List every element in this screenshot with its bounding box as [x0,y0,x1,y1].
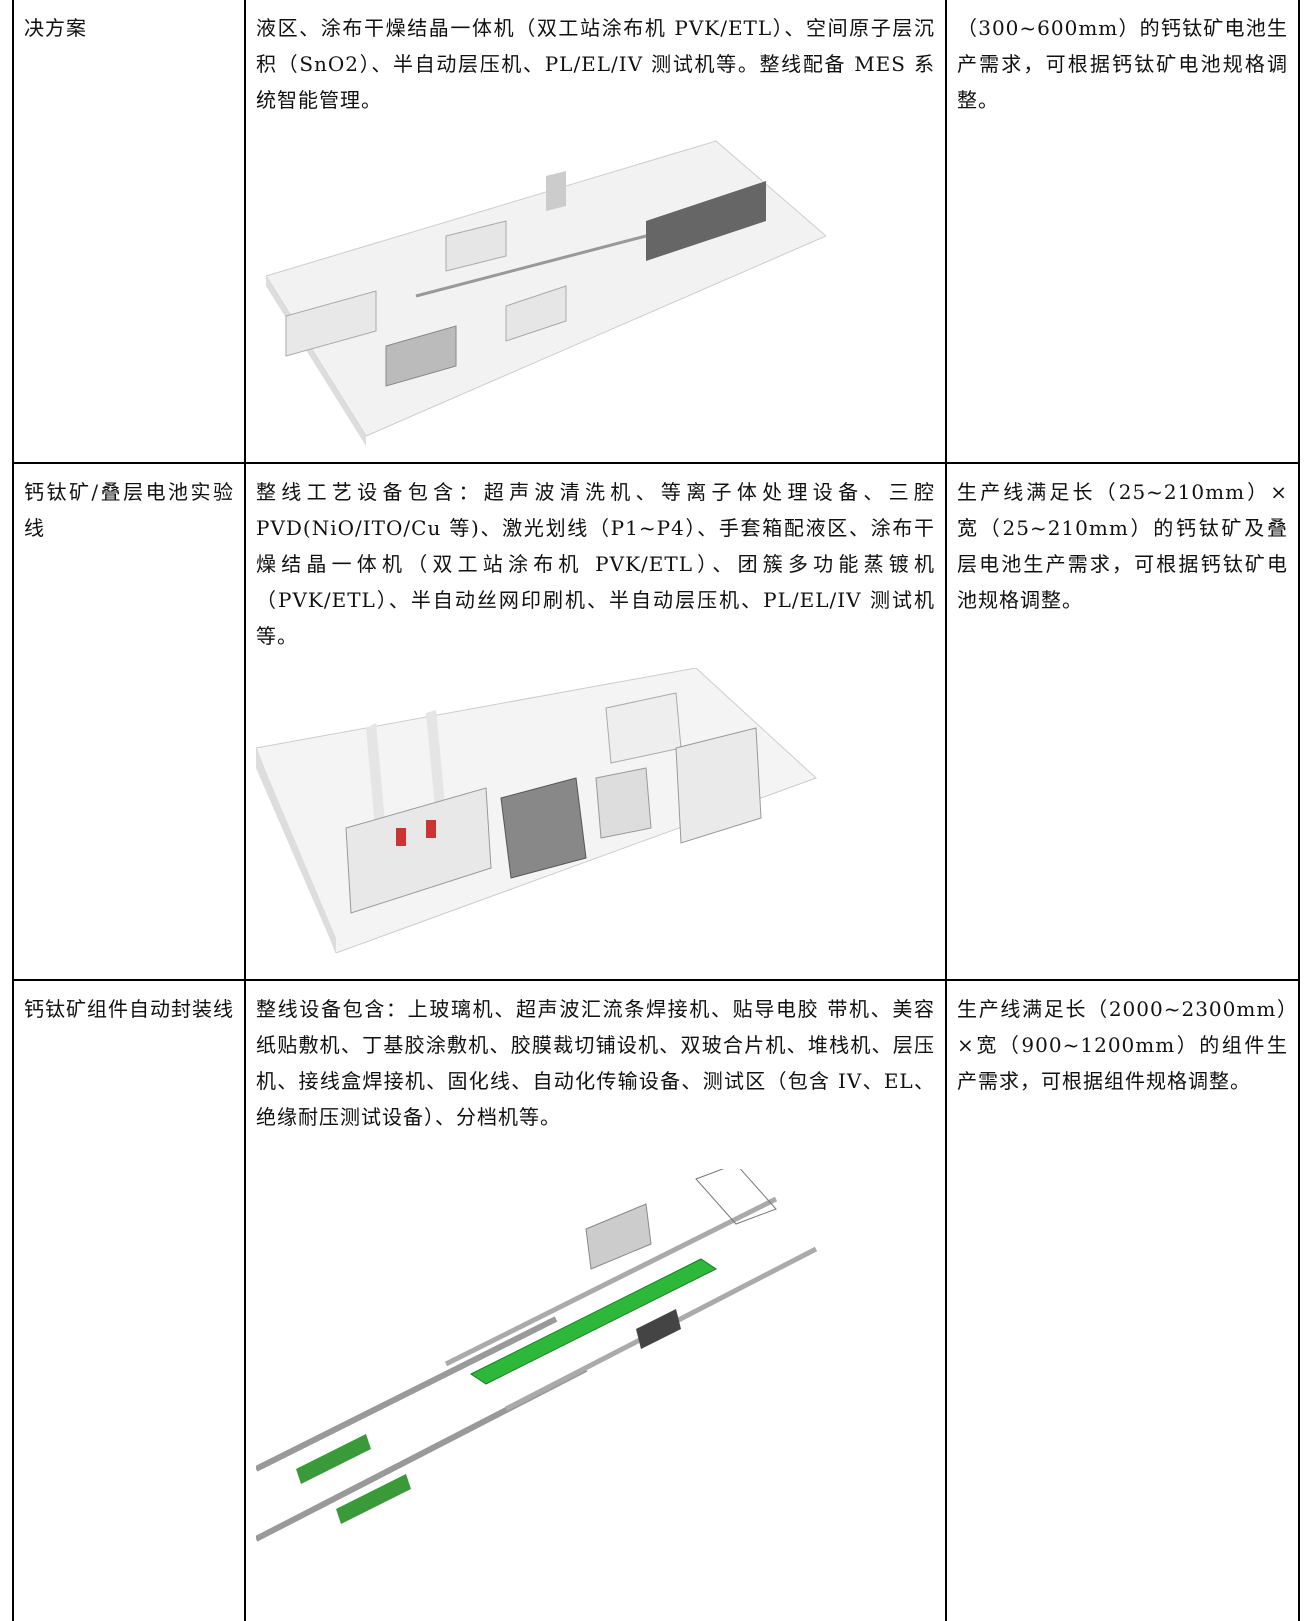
cell-text: 整线设备包含：上玻璃机、超声波汇流条焊接机、贴导电胶 带机、美容纸贴敷机、丁基胶… [256,997,935,1129]
table-row: 决方案 液区、涂布干燥结晶一体机（双工站涂布机 PVK/ETL）、空间原子层沉积… [12,0,1300,462]
table-row: 钙钛矿/叠层电池实验线 整线工艺设备包含：超声波清洗机、等离子体处理设备、三腔 … [12,462,1300,979]
cell: 整线工艺设备包含：超声波清洗机、等离子体处理设备、三腔 PVD(NiO/ITO/… [244,464,945,979]
cell: 生产线满足长（25~210mm）×宽（25~210mm）的钙钛矿及叠层电池生产需… [945,464,1300,979]
table: 决方案 液区、涂布干燥结晶一体机（双工站涂布机 PVK/ETL）、空间原子层沉积… [12,0,1300,1621]
factory-image [266,140,826,446]
cell-text: 整线工艺设备包含：超声波清洗机、等离子体处理设备、三腔 PVD(NiO/ITO/… [256,480,935,648]
cell: 决方案 [12,0,244,462]
cell-text: 液区、涂布干燥结晶一体机（双工站涂布机 PVK/ETL）、空间原子层沉积（SnO… [256,16,935,112]
cell: （300~600mm）的钙钛矿电池生产需求，可根据钙钛矿电池规格调整。 [945,0,1300,462]
cell: 钙钛矿组件自动封装线 [12,981,244,1621]
line-image [256,1169,818,1542]
lab-image [256,668,817,953]
cell: 钙钛矿/叠层电池实验线 [12,464,244,979]
cell: 生产线满足长（2000~2300mm）×宽（900~1200mm）的组件生产需求… [945,981,1300,1621]
cell: 液区、涂布干燥结晶一体机（双工站涂布机 PVK/ETL）、空间原子层沉积（SnO… [244,0,945,462]
table-row: 钙钛矿组件自动封装线 整线设备包含：上玻璃机、超声波汇流条焊接机、贴导电胶 带机… [12,979,1300,1621]
cell: 整线设备包含：上玻璃机、超声波汇流条焊接机、贴导电胶 带机、美容纸贴敷机、丁基胶… [244,981,945,1621]
